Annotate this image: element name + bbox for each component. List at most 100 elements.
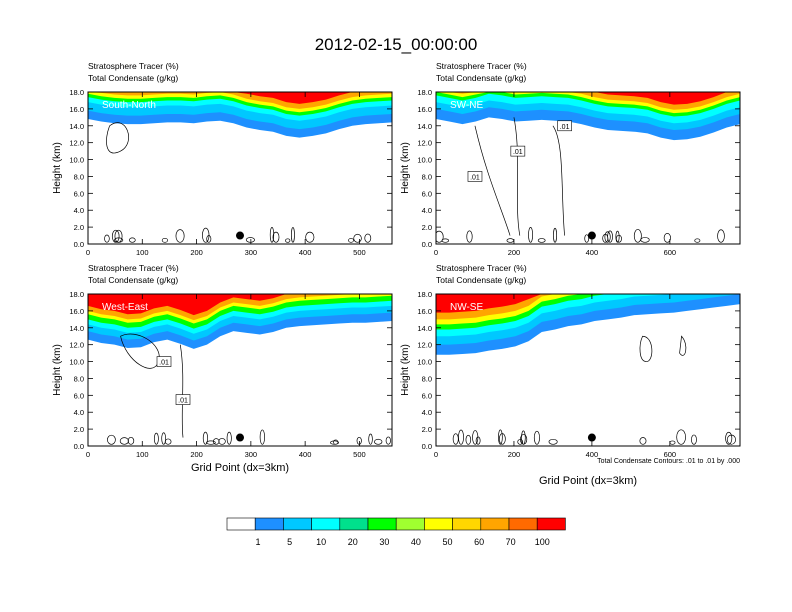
y-tick-label: 12.0 (417, 341, 432, 350)
condensate-contour (615, 234, 622, 243)
panel-title-line1: Stratosphere Tracer (%) (88, 263, 179, 273)
condensate-contour (353, 233, 362, 243)
condensate-contour (226, 431, 232, 445)
y-tick-label: 6.0 (422, 189, 432, 198)
condensate-contour (175, 229, 185, 243)
y-tick-label: 14.0 (417, 324, 432, 333)
x-tick-label: 600 (664, 248, 677, 257)
condensate-contour (639, 437, 647, 445)
condensate-contour (164, 438, 172, 445)
panel-title-line1: Stratosphere Tracer (%) (436, 61, 527, 71)
condensate-contour (269, 227, 275, 243)
x-tick-label: 100 (136, 248, 149, 257)
contour-label-box (156, 356, 172, 367)
y-tick-label: 6.0 (74, 189, 84, 198)
plot-frame (87, 91, 393, 245)
x-tick-label: 0 (434, 248, 438, 257)
condensate-contour (129, 237, 136, 243)
y-tick-label: 0.0 (74, 240, 84, 249)
panel-nw-se: NW-SE 0.0 2.0 4.0 6.0 8.0 10.0 12.0 14.0 16.0 18.0… (400, 263, 741, 459)
condensate-contour (364, 233, 372, 243)
x-tick-label: 400 (586, 450, 599, 459)
contour-label-text: .01 (513, 149, 523, 156)
y-tick-label: 18.0 (69, 88, 84, 97)
y-tick-label: 16.0 (69, 105, 84, 114)
condensate-contour (475, 436, 481, 445)
condensate-contour (669, 440, 676, 445)
location-dot (587, 433, 596, 442)
colorbar-swatch (480, 517, 510, 531)
x-tick-label: 400 (299, 450, 312, 459)
plot-frame (87, 293, 393, 447)
panel-label: West-East (102, 302, 148, 313)
tracer-band-6 (88, 294, 392, 316)
condensate-contour (285, 238, 291, 243)
plot-area (436, 294, 740, 445)
condensate-contour (272, 231, 280, 243)
x-tick-label: 200 (508, 450, 521, 459)
condensate-contour (521, 430, 526, 445)
x-tick-label: 500 (353, 450, 366, 459)
condensate-contour (106, 122, 129, 154)
condensate-contour (291, 227, 295, 243)
colorbar-label: 40 (411, 537, 421, 547)
condensate-contour (676, 429, 686, 445)
contour-label-text: .01 (470, 174, 480, 181)
contour-label: .01 (175, 394, 191, 405)
y-tick-label: 14.0 (69, 324, 84, 333)
panel-title-line2: Total Condensate (g/kg) (88, 275, 178, 285)
colorbar-swatch (226, 517, 256, 531)
y-axis-label: Height (km) (52, 344, 63, 396)
y-tick-label: 8.0 (422, 172, 432, 181)
colorbar-label: 1 (256, 537, 261, 547)
condensate-contour (111, 229, 120, 243)
y-tick-label: 18.0 (417, 290, 432, 299)
y-axis-label: Height (km) (400, 142, 411, 194)
y-tick-label: 0.0 (422, 442, 432, 451)
x-tick-label: 200 (190, 248, 203, 257)
x-tick-label: 500 (353, 248, 366, 257)
condensate-contour (333, 439, 339, 445)
x-tick-label: 400 (586, 248, 599, 257)
y-tick-label: 10.0 (417, 156, 432, 165)
colorbar-label: 10 (316, 537, 326, 547)
colorbar-swatch (424, 517, 453, 531)
condensate-contour (153, 432, 159, 445)
colorbar-swatch (254, 517, 284, 531)
colorbar-label: 30 (379, 537, 389, 547)
condensate-contour (691, 434, 697, 445)
contour-note: Total Condensate Contours: .01 to .01 by… (597, 458, 740, 465)
condensate-contour (385, 436, 391, 445)
condensate-contour (127, 436, 135, 445)
y-tick-label: 8.0 (422, 374, 432, 383)
condensate-contour (119, 437, 129, 445)
colorbar-label: 50 (443, 537, 453, 547)
condensate-contour (368, 433, 373, 445)
condensate-contour (472, 430, 479, 445)
x-tick-label: 0 (86, 248, 90, 257)
condensate-contour (528, 227, 534, 243)
panel-west-east: .01 .01 West-East 0.0 2.0 4.0 6.0 8.0 10.0 12.0 14… (52, 263, 393, 459)
condensate-contour (348, 238, 354, 243)
condensate-contour (259, 429, 265, 445)
plot-area: .01 .01 (88, 294, 392, 445)
contour-label-text: .01 (178, 398, 188, 405)
condensate-contour (245, 237, 255, 243)
x-tick-label: 100 (136, 450, 149, 459)
panel-title-line2: Total Condensate (g/kg) (436, 275, 526, 285)
condensate-contour (458, 429, 464, 445)
y-tick-label: 12.0 (69, 341, 84, 350)
condensate-contour (640, 237, 650, 243)
condensate-contour (107, 434, 116, 445)
condensate-contour (520, 434, 528, 445)
condensate-contour (639, 335, 687, 362)
condensate-contour (498, 433, 506, 445)
panel-title-line2: Total Condensate (g/kg) (88, 73, 178, 83)
y-tick-label: 2.0 (74, 425, 84, 434)
panel-title-line2: Total Condensate (g/kg) (436, 73, 526, 83)
y-tick-label: 2.0 (422, 223, 432, 232)
condensate-contour (452, 433, 459, 445)
condensate-contour (120, 333, 184, 438)
condensate-contour (436, 230, 444, 243)
